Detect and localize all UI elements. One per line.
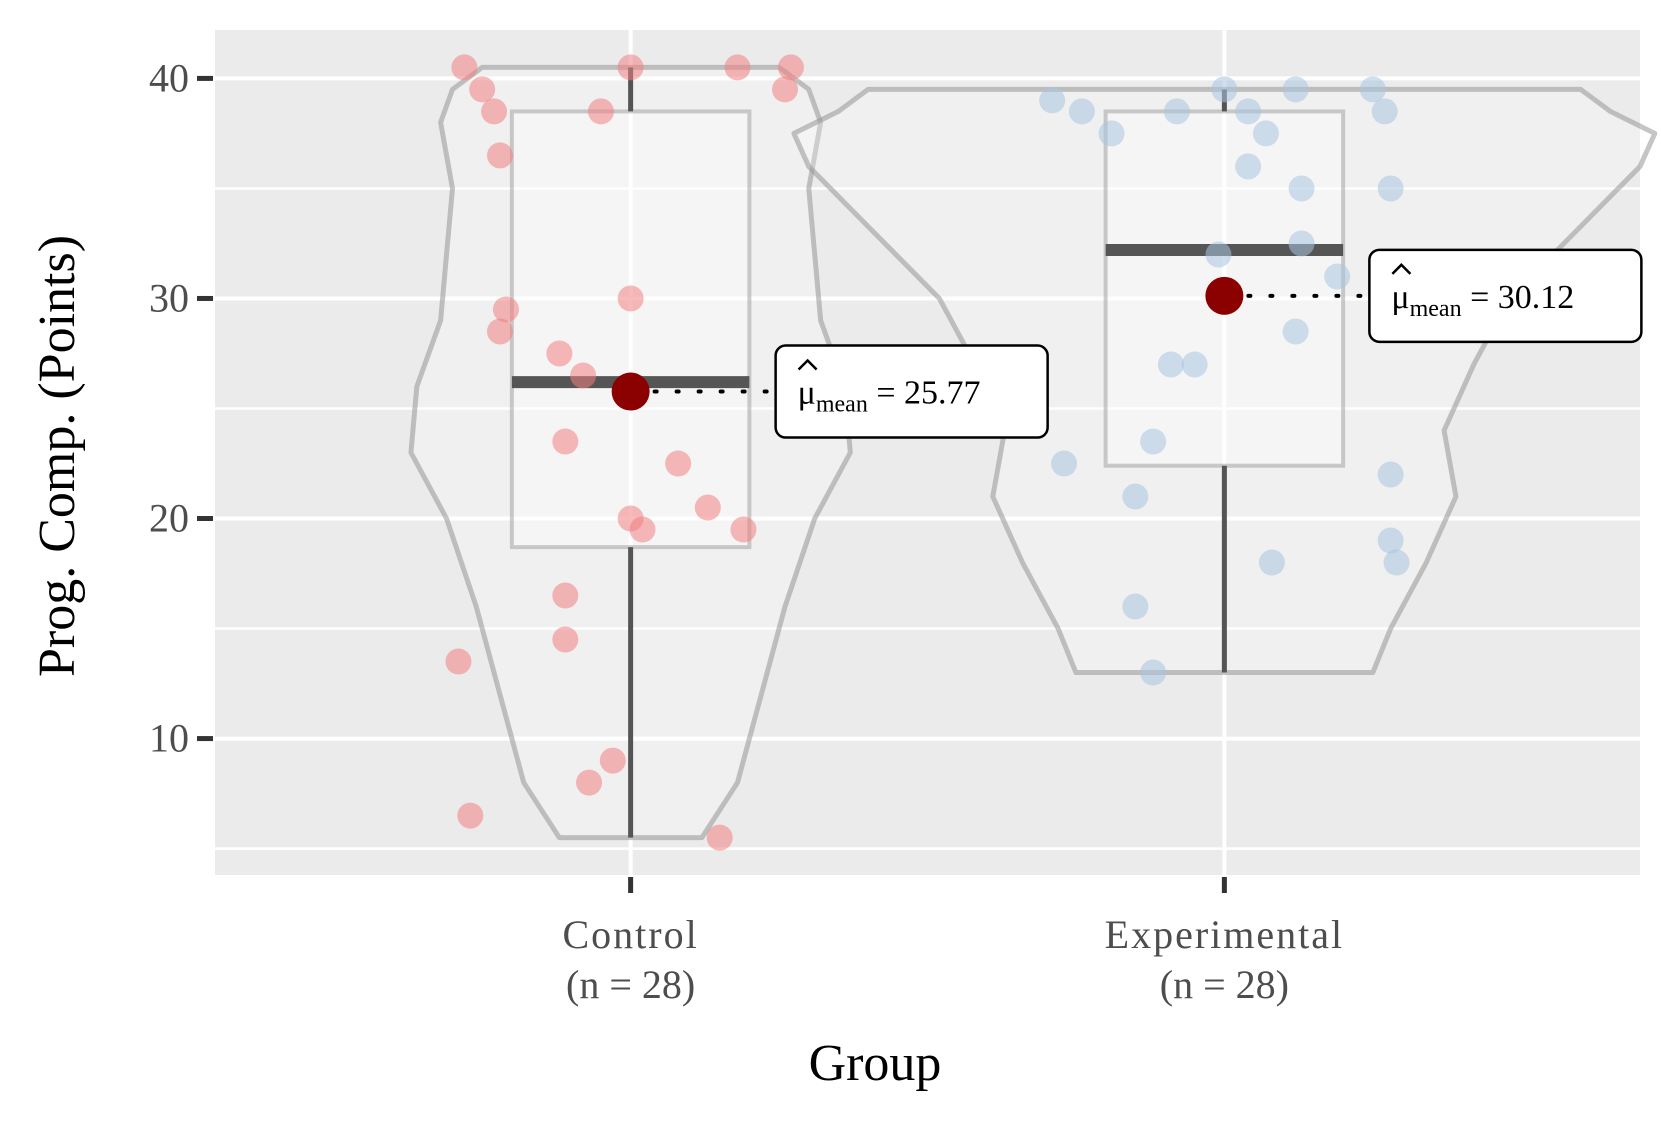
data-points bbox=[445, 54, 1410, 851]
data-point-control bbox=[599, 747, 626, 774]
mean-value-control: 25.77 bbox=[904, 375, 981, 412]
mu-hat-experimental bbox=[1391, 263, 1412, 275]
data-point-experimental bbox=[1288, 175, 1315, 202]
mean-point-control bbox=[611, 372, 650, 411]
data-point-experimental bbox=[1098, 120, 1125, 147]
data-point-control bbox=[576, 769, 603, 796]
data-point-control bbox=[706, 824, 733, 851]
mean-label-box-control bbox=[774, 344, 1049, 439]
x-tick-count-control: (n = 28) bbox=[566, 962, 695, 1007]
data-point-control bbox=[546, 340, 573, 367]
data-point-control bbox=[587, 98, 614, 125]
x-tick-label-control: Control bbox=[563, 912, 699, 957]
data-point-experimental bbox=[1252, 120, 1279, 147]
data-point-control bbox=[724, 54, 751, 81]
data-point-experimental bbox=[1282, 76, 1309, 103]
x-axis-title: Group bbox=[809, 1035, 942, 1092]
data-point-experimental bbox=[1288, 230, 1315, 257]
data-point-experimental bbox=[1140, 428, 1167, 455]
box-control bbox=[509, 109, 752, 550]
data-point-experimental bbox=[1163, 98, 1190, 125]
data-point-experimental bbox=[1211, 76, 1238, 103]
data-point-control bbox=[665, 450, 692, 477]
mean-point-experimental bbox=[1205, 276, 1244, 315]
y-tick-label: 10 bbox=[149, 716, 189, 761]
data-point-experimental bbox=[1039, 87, 1066, 114]
data-point-control bbox=[487, 142, 513, 169]
data-point-experimental bbox=[1235, 153, 1262, 180]
data-point-experimental bbox=[1235, 98, 1262, 125]
data-point-control bbox=[730, 516, 757, 543]
data-point-experimental bbox=[1377, 461, 1404, 488]
data-point-control bbox=[457, 802, 484, 829]
data-point-control bbox=[617, 54, 644, 81]
mean-value-experimental: 30.12 bbox=[1498, 279, 1575, 316]
data-point-control bbox=[552, 428, 579, 455]
data-point-control bbox=[451, 54, 478, 81]
data-point-experimental bbox=[1377, 175, 1404, 202]
data-point-experimental bbox=[1205, 241, 1232, 268]
y-tick-label: 20 bbox=[149, 496, 189, 541]
data-point-control bbox=[492, 296, 519, 323]
mean-label-control: μmean = 25.77 bbox=[798, 375, 981, 418]
data-point-control bbox=[445, 648, 472, 675]
data-point-experimental bbox=[1324, 263, 1351, 290]
data-point-experimental bbox=[1157, 351, 1184, 378]
data-point-experimental bbox=[1383, 549, 1410, 576]
data-point-experimental bbox=[1377, 527, 1404, 554]
data-point-experimental bbox=[1181, 351, 1208, 378]
data-point-control bbox=[694, 494, 721, 521]
plot-panel bbox=[215, 30, 1640, 875]
y-tick-label: 30 bbox=[149, 275, 189, 320]
data-point-control bbox=[552, 582, 579, 609]
data-point-control bbox=[552, 626, 579, 653]
data-point-experimental bbox=[1122, 593, 1149, 620]
data-point-experimental bbox=[1359, 76, 1386, 103]
data-point-experimental bbox=[1068, 98, 1095, 125]
data-point-control bbox=[777, 54, 804, 81]
mean-markers: μmean = 25.77 μmean = 30.12 bbox=[611, 248, 1643, 439]
y-axis-title: Prog. Comp. (Points) bbox=[29, 235, 86, 677]
mean-label-experimental: μmean = 30.12 bbox=[1391, 279, 1574, 322]
data-point-experimental bbox=[1371, 98, 1398, 125]
data-point-experimental bbox=[1051, 450, 1078, 477]
data-point-control bbox=[469, 76, 496, 103]
mu-hat-control bbox=[797, 358, 818, 371]
y-tick-label: 40 bbox=[149, 55, 189, 100]
data-point-experimental bbox=[1122, 483, 1149, 510]
x-tick-label-experimental: Experimental bbox=[1105, 912, 1344, 957]
data-point-control bbox=[481, 98, 508, 125]
axes: 10 20 30 40 Control (n = 28) Experimental (n = … bbox=[149, 55, 1344, 1007]
data-point-control bbox=[570, 362, 597, 389]
data-point-control bbox=[617, 285, 644, 312]
data-point-experimental bbox=[1282, 318, 1309, 345]
mean-label-box-experimental bbox=[1368, 248, 1643, 344]
data-point-control bbox=[487, 318, 513, 345]
data-point-experimental bbox=[1258, 549, 1285, 576]
data-point-control bbox=[772, 76, 798, 103]
data-point-control bbox=[629, 516, 656, 543]
data-point-experimental bbox=[1140, 659, 1167, 686]
x-tick-count-experimental: (n = 28) bbox=[1160, 962, 1289, 1007]
